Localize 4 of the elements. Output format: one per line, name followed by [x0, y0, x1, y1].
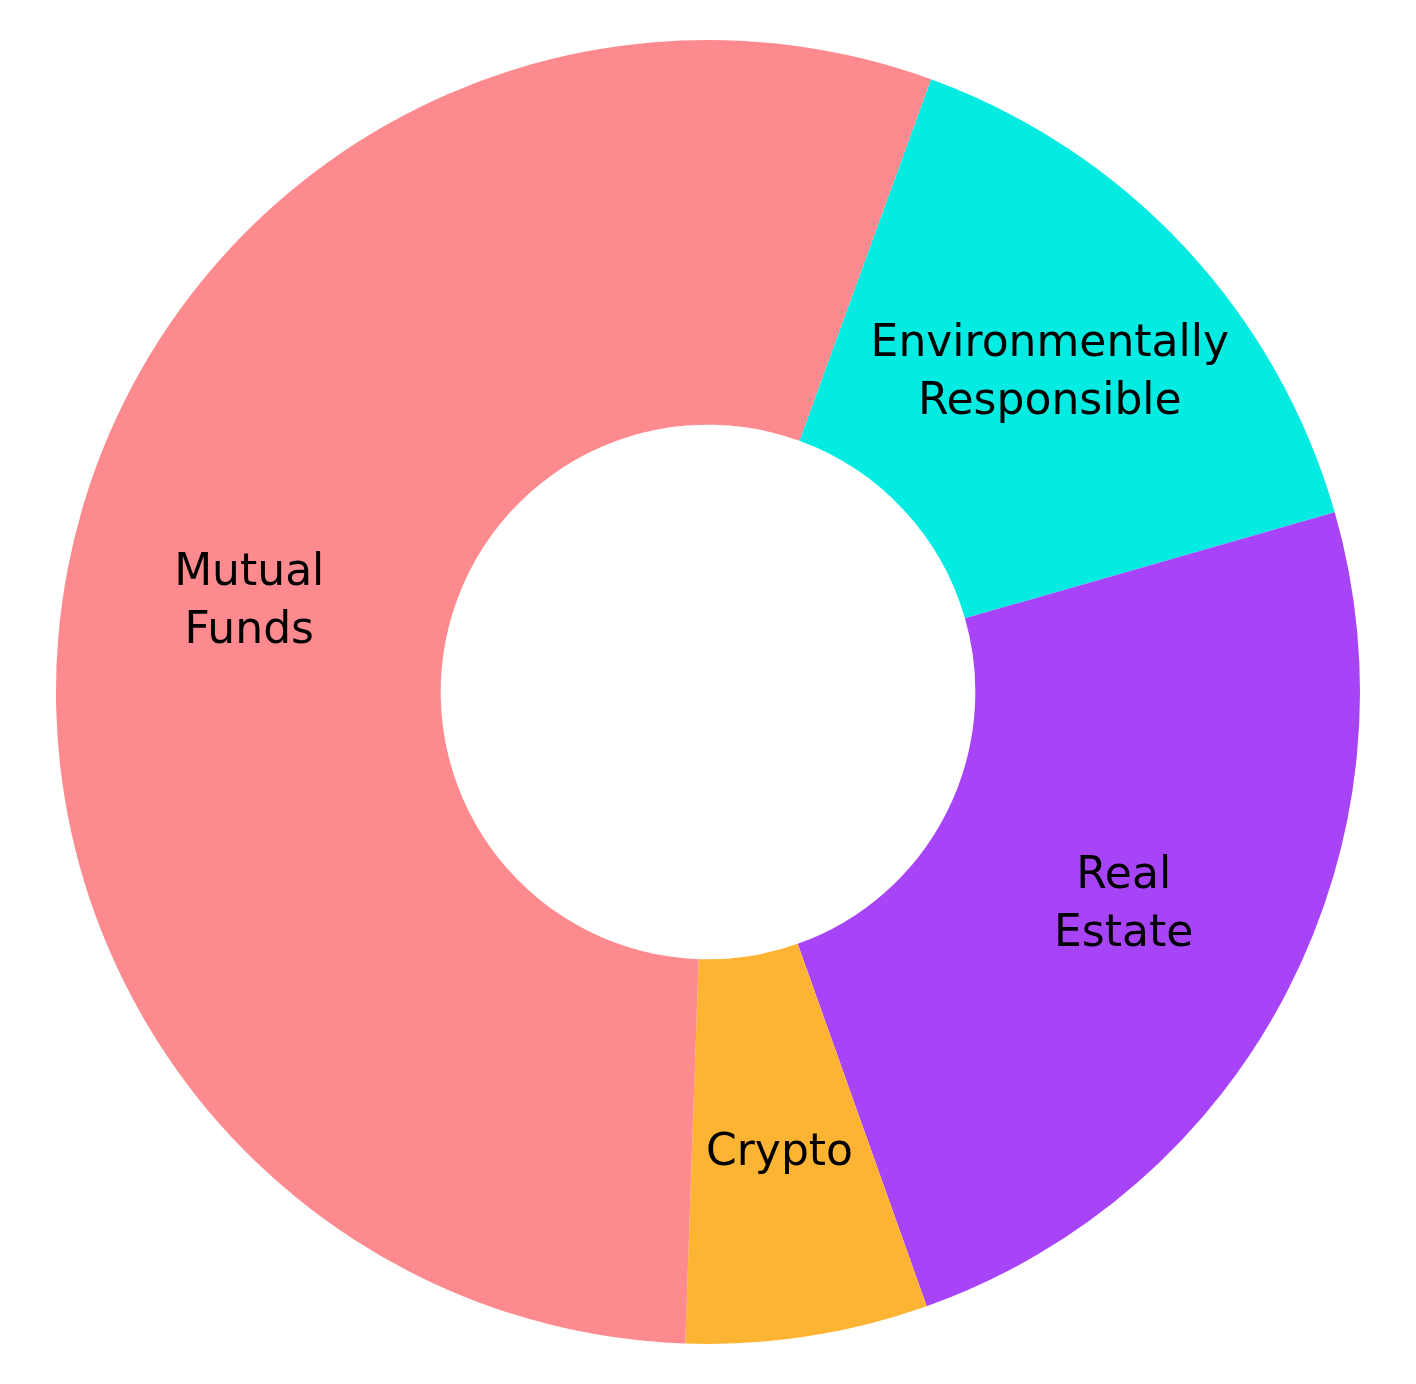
slice-label: Environmentally Responsible [870, 314, 1229, 424]
slice-label: Crypto [706, 1124, 853, 1176]
slice-label: Mutual Funds [174, 544, 325, 654]
slice-label: Real Estate [1054, 847, 1194, 957]
